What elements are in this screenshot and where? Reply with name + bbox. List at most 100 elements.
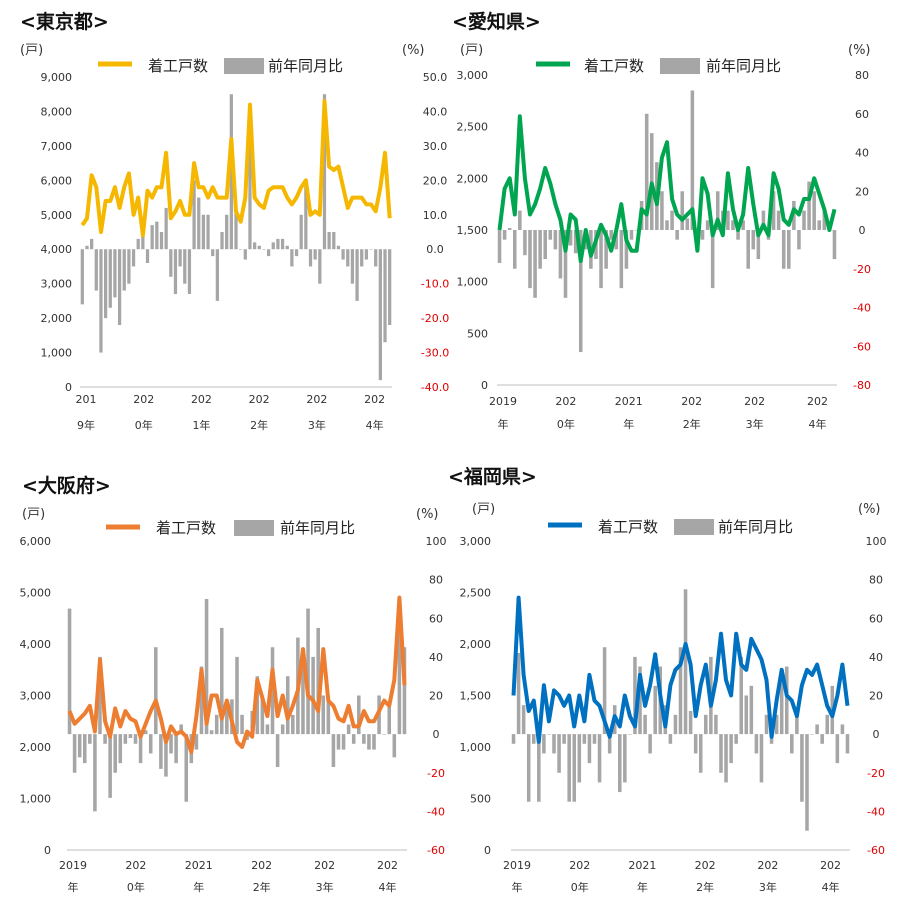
yoy-bar [179,724,183,735]
yoy-bar [673,714,678,735]
legend-bar-swatch [224,58,264,74]
right-axis-unit: (%) [416,507,439,522]
yoy-bar [563,230,568,298]
x-tick-label: 202 [251,859,272,872]
yoy-bar [85,245,89,250]
yoy-bar [756,230,761,260]
x-tick-label-line2: 2年 [696,880,714,894]
yoy-bar [318,249,322,284]
yoy-bar [122,249,126,291]
yoy-bar [741,220,745,230]
right-tick-label: 40 [869,651,883,664]
yoy-bar [192,180,196,250]
yoy-bar [98,656,102,735]
x-tick-label-line2: 0年 [571,880,589,894]
yoy-bar [719,734,723,773]
right-tick-label: -20 [853,263,871,276]
yoy-bar [507,228,512,230]
x-tick-label-line2: 3年 [308,418,326,432]
x-tick-label: 202 [133,393,154,406]
x-tick-label-line2: 0年 [135,418,153,432]
yoy-bar [225,705,229,735]
yoy-bar [542,734,546,754]
yoy-bar [88,734,92,744]
yoy-bar [225,214,229,250]
x-tick-label-line2: 年 [623,417,634,431]
yoy-bar [810,734,814,735]
x-tick-label: 2019 [59,859,87,872]
starts-line [511,595,850,744]
x-tick-label-line2: 年 [68,880,79,894]
yoy-bar [248,111,252,250]
yoy-bar [220,627,224,735]
yoy-bar [77,734,82,758]
yoy-bar [178,249,182,267]
right-tick-label: 80 [855,69,869,82]
yoy-bar [670,210,674,230]
yoy-bar [113,734,117,773]
right-tick-label: 40 [429,651,443,664]
yoy-bar [604,230,608,269]
yoy-bar [90,238,94,250]
yoy-bar [150,225,154,250]
x-tick-label: 2021 [628,859,656,872]
yoy-bar [781,230,786,269]
yoy-bar [154,647,158,735]
yoy-bar [633,656,637,735]
yoy-bar [553,230,558,250]
yoy-bar [705,220,710,230]
yoy-bar [602,647,607,735]
right-tick-label: -40 [427,805,445,818]
yoy-bar [668,734,673,744]
yoy-bar [840,724,845,735]
right-tick-label: 40.0 [423,105,448,118]
yoy-bar [609,230,613,240]
yoy-bar [229,94,233,250]
yoy-bar [597,734,602,783]
yoy-bar [776,210,781,230]
yoy-bar [562,734,566,744]
x-tick-label-line2: 4年 [379,880,397,894]
x-tick-label-line2: 年 [512,880,523,894]
x-tick-label: 202 [820,859,841,872]
right-tick-label: -40 [853,302,871,315]
yoy-bar [201,214,206,250]
yoy-bar [690,90,695,230]
x-tick-label-line2: 9年 [77,418,95,432]
yoy-bar [685,218,690,230]
legend-bar-label: 前年同月比 [268,57,343,75]
chart-title: <東京都> [20,10,109,33]
left-tick-label: 3,000 [20,690,52,703]
yoy-bar [698,734,703,773]
x-tick-label-line2: 年 [193,880,204,894]
yoy-bar [280,238,285,250]
yoy-bar [812,191,816,230]
chart-title: <愛知県> [452,10,541,33]
left-tick-label: 0 [44,844,51,857]
legend-bar-swatch [674,519,714,535]
yoy-bar [587,734,592,764]
yoy-bar [372,734,376,750]
right-tick-label: -60 [427,844,445,857]
yoy-bar [285,245,289,250]
yoy-bar [240,714,244,735]
right-tick-label: 100 [426,535,447,548]
legend-line-label: 着工戸数 [156,519,216,537]
yoy-bar [805,734,809,831]
yoy-bar [215,249,220,301]
yoy-bar [243,249,247,260]
yoy-bar [592,734,597,744]
yoy-bar [136,238,140,250]
yoy-bar [761,210,766,230]
yoy-bar [72,734,77,773]
right-tick-label: 0 [873,728,880,741]
yoy-bar [710,230,715,289]
yoy-bar [138,734,143,764]
yoy-bar [751,230,756,250]
yoy-bar [262,249,266,250]
yoy-bar [103,249,108,319]
left-axis-unit: (戸) [472,502,495,517]
x-tick-label-line2: 3年 [759,880,777,894]
yoy-bar [678,647,683,735]
